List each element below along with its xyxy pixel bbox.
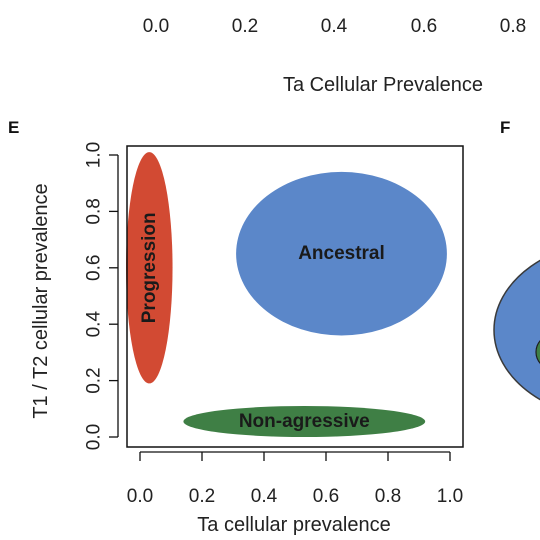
y-axis: 0.0 0.2 0.4 0.6 0.8 1.0	[84, 142, 119, 450]
x-axis: 0.0 0.2 0.4 0.6 0.8 1.0	[127, 451, 463, 507]
x-tick-label: 1.0	[437, 486, 463, 507]
regions-layer	[126, 152, 447, 437]
y-tick-label: 0.8	[84, 198, 105, 224]
top-axis-strip: 0.0 0.2 0.4 0.6 0.8 Ta Cellular Prevalen…	[143, 16, 526, 96]
top-tick-label: 0.2	[232, 16, 258, 37]
region-label-progression: Progression	[139, 212, 160, 323]
region-ancestral	[236, 171, 447, 336]
top-tick-label: 0.4	[321, 16, 348, 37]
region-progression	[126, 152, 173, 384]
y-axis-title: T1 / T2 cellular prevalence	[30, 183, 52, 418]
y-tick-label: 1.0	[84, 142, 105, 168]
panel-letter-e: E	[8, 118, 19, 137]
region-labels-layer: Ancestral Progression Non-agressive	[139, 212, 385, 432]
x-axis-title: Ta cellular prevalence	[197, 514, 390, 536]
y-tick-label: 0.0	[84, 424, 105, 450]
panel-f-ellipse	[493, 259, 540, 401]
top-axis-title: Ta Cellular Prevalence	[283, 74, 483, 96]
y-tick-label: 0.4	[84, 311, 105, 338]
plot-frame	[126, 145, 464, 448]
x-tick-label: 0.4	[251, 486, 278, 507]
panel-letter-f: F	[500, 118, 510, 137]
y-tick-label: 0.6	[84, 255, 105, 281]
x-tick-label: 0.0	[127, 486, 153, 507]
x-tick-label: 0.2	[189, 486, 215, 507]
region-label-non-agressive: Non-agressive	[239, 411, 370, 432]
x-tick-label: 0.6	[313, 486, 339, 507]
region-label-ancestral: Ancestral	[298, 243, 385, 264]
panel-f-inner-ellipse	[535, 340, 540, 364]
panel-f-partial	[493, 259, 540, 401]
top-tick-label: 0.6	[411, 16, 437, 37]
x-tick-label: 0.8	[375, 486, 401, 507]
top-tick-label: 0.0	[143, 16, 169, 37]
top-tick-label: 0.8	[500, 16, 526, 37]
region-non-agressive	[183, 405, 426, 437]
chart-panel-e: Ancestral Progression Non-agressive 0.0 0.2…	[30, 142, 464, 536]
y-tick-label: 0.2	[84, 367, 105, 393]
